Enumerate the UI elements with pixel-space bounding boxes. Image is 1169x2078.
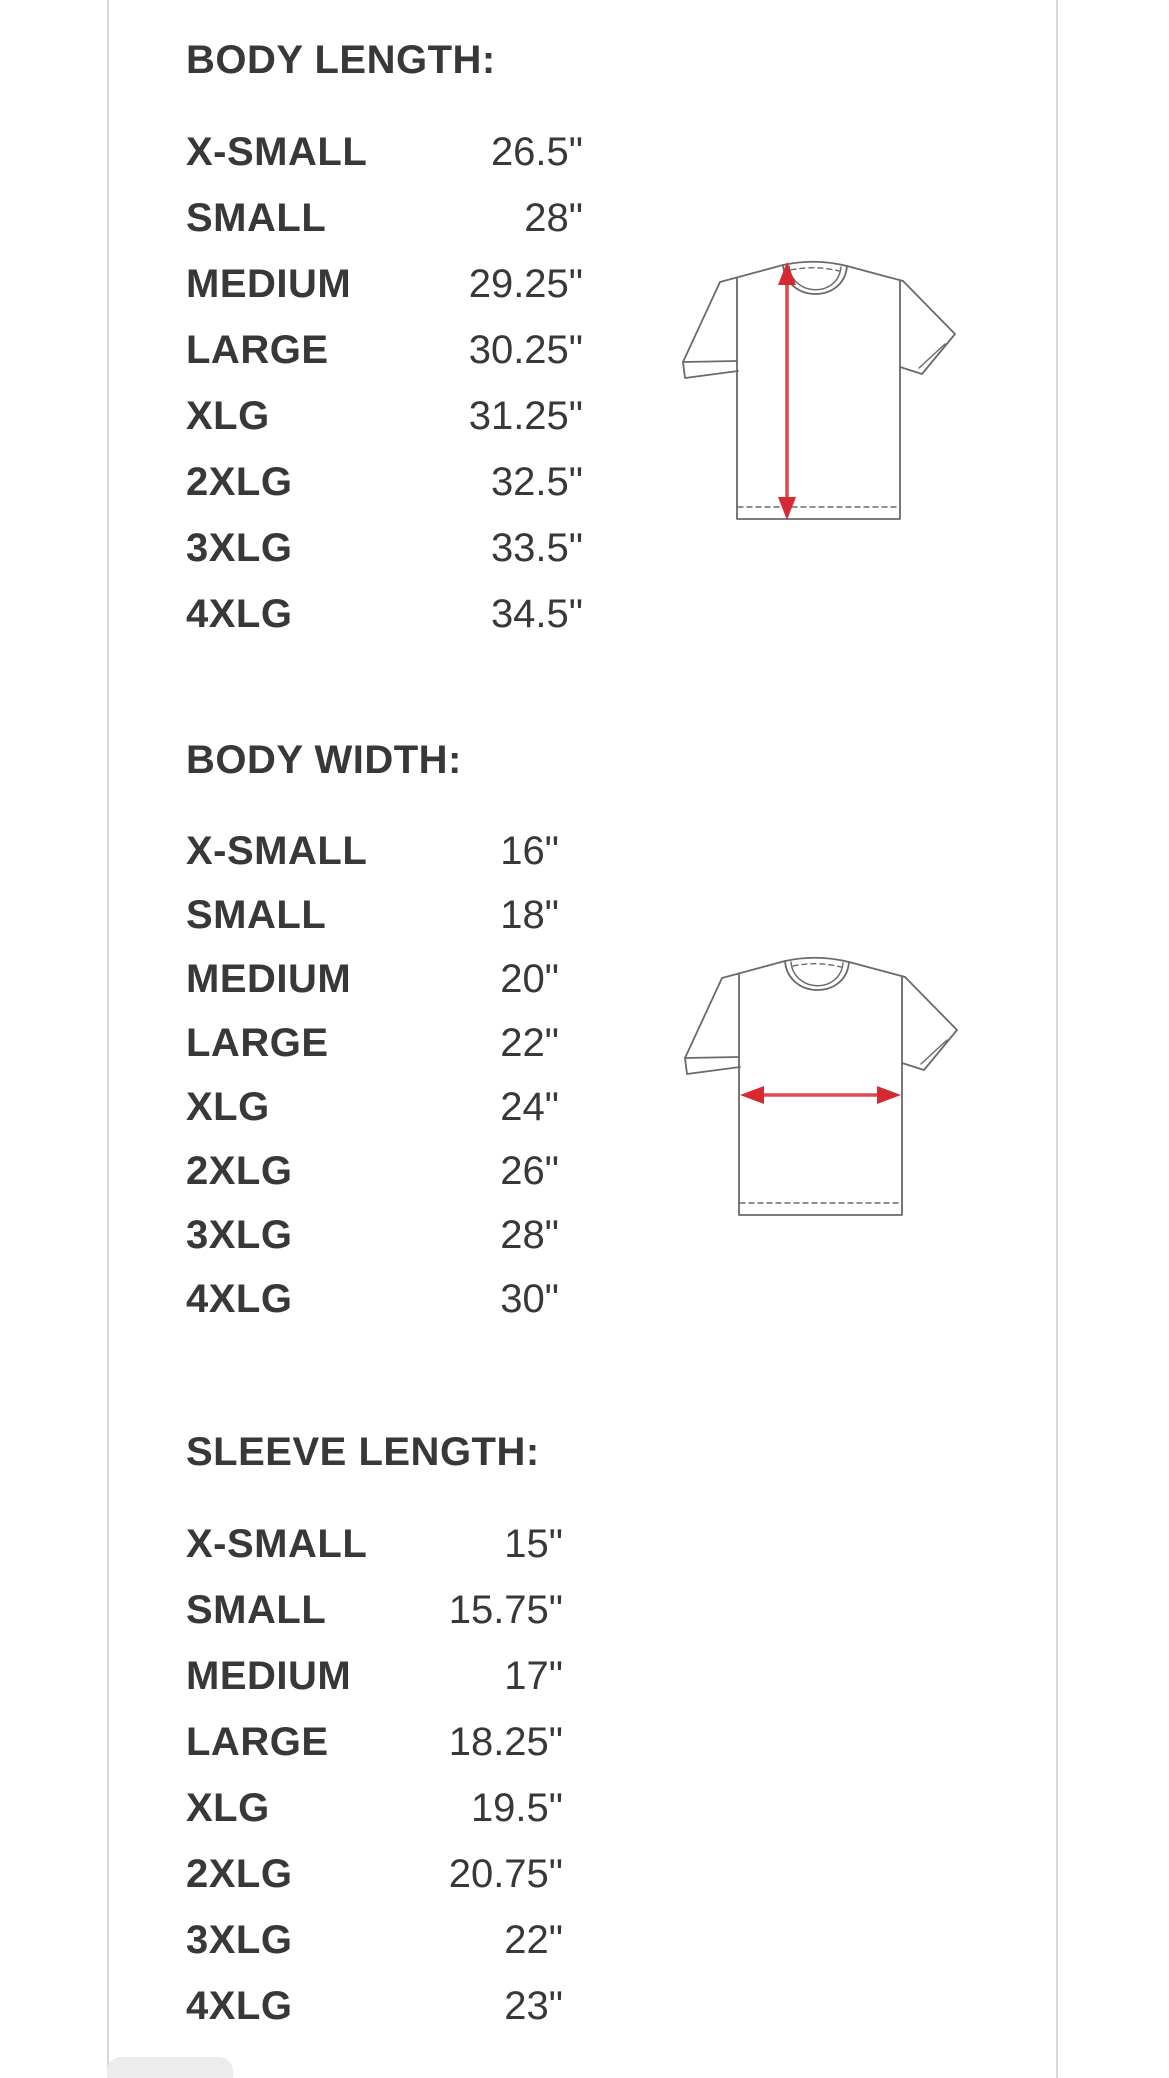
size-value: 22" — [504, 1917, 563, 1962]
size-value: 20" — [500, 956, 559, 1001]
bottom-overlay-corner — [107, 2057, 233, 2078]
size-label: X-SMALL — [186, 1521, 368, 1566]
section-heading: SLEEVE LENGTH: — [186, 1430, 540, 1474]
size-row: 2XLG 20.75" — [186, 1841, 563, 1907]
size-table: X-SMALL 26.5" SMALL 28" MEDIUM 29.25" LARGE 30.… — [186, 119, 583, 647]
content-left-border — [107, 0, 109, 2078]
size-value: 18.25" — [448, 1719, 563, 1764]
section-sleeve-length: SLEEVE LENGTH: X-SMALL 15" SMALL 15.75" MEDI… — [186, 1428, 583, 2039]
size-row: 2XLG 32.5" — [186, 449, 583, 515]
size-value: 20.75" — [448, 1851, 563, 1896]
size-value: 18" — [500, 892, 559, 937]
size-value: 34.5" — [490, 591, 583, 636]
size-row: MEDIUM 29.25" — [186, 251, 583, 317]
size-table: X-SMALL 15" SMALL 15.75" MEDIUM 17" LARGE 18.25… — [186, 1511, 563, 2039]
size-row: 3XLG 22" — [186, 1907, 563, 1973]
size-row: MEDIUM 20" — [186, 947, 559, 1011]
size-value: 22" — [500, 1020, 559, 1065]
size-row: LARGE 22" — [186, 1011, 559, 1075]
size-row: XLG 24" — [186, 1075, 559, 1139]
size-label: 4XLG — [186, 591, 293, 636]
size-label: X-SMALL — [186, 828, 368, 873]
size-row: SMALL 28" — [186, 185, 583, 251]
size-value: 15.75" — [448, 1587, 563, 1632]
size-label: SMALL — [186, 892, 327, 937]
size-label: 4XLG — [186, 1983, 293, 2028]
size-row: 2XLG 26" — [186, 1139, 559, 1203]
size-value: 30" — [500, 1276, 559, 1321]
size-label: LARGE — [186, 1719, 329, 1764]
size-value: 30.25" — [468, 327, 583, 372]
size-chart-content: BODY LENGTH: X-SMALL 26.5" SMALL 28" MEDIUM 2… — [186, 0, 583, 2039]
size-row: X-SMALL 16" — [186, 819, 559, 883]
size-value: 33.5" — [490, 525, 583, 570]
section-heading: BODY LENGTH: — [186, 38, 496, 82]
size-label: X-SMALL — [186, 129, 368, 174]
size-row: LARGE 30.25" — [186, 317, 583, 383]
size-value: 32.5" — [490, 459, 583, 504]
size-row: 4XLG 23" — [186, 1973, 563, 2039]
size-row: SMALL 18" — [186, 883, 559, 947]
size-label: XLG — [186, 393, 270, 438]
size-row: XLG 31.25" — [186, 383, 583, 449]
size-label: 2XLG — [186, 1851, 293, 1896]
size-row: 4XLG 30" — [186, 1267, 559, 1331]
size-label: LARGE — [186, 1020, 329, 1065]
size-value: 19.5" — [470, 1785, 563, 1830]
size-table: X-SMALL 16" SMALL 18" MEDIUM 20" LARGE 22" XLG 24… — [186, 819, 559, 1331]
size-row: SMALL 15.75" — [186, 1577, 563, 1643]
size-value: 26.5" — [490, 129, 583, 174]
size-value: 15" — [504, 1521, 563, 1566]
content-right-border — [1056, 0, 1058, 2078]
size-value: 26" — [500, 1148, 559, 1193]
size-value: 28" — [500, 1212, 559, 1257]
size-value: 24" — [500, 1084, 559, 1129]
size-label: 4XLG — [186, 1276, 293, 1321]
size-row: 3XLG 33.5" — [186, 515, 583, 581]
size-row: 4XLG 34.5" — [186, 581, 583, 647]
size-label: 3XLG — [186, 1212, 293, 1257]
size-label: LARGE — [186, 327, 329, 372]
size-value: 16" — [500, 828, 559, 873]
size-row: MEDIUM 17" — [186, 1643, 563, 1709]
size-value: 23" — [504, 1983, 563, 2028]
size-label: XLG — [186, 1084, 270, 1129]
size-label: MEDIUM — [186, 1653, 352, 1698]
size-value: 29.25" — [468, 261, 583, 306]
section-body-width: BODY WIDTH: X-SMALL 16" SMALL 18" MEDIUM 20" L… — [186, 736, 583, 1331]
vertical-measure-arrow-icon — [778, 262, 796, 520]
size-label: 3XLG — [186, 1917, 293, 1962]
tshirt-width-diagram — [684, 956, 958, 1216]
size-row: 3XLG 28" — [186, 1203, 559, 1267]
section-heading: BODY WIDTH: — [186, 738, 462, 782]
size-label: MEDIUM — [186, 956, 352, 1001]
size-label: XLG — [186, 1785, 270, 1830]
size-label: MEDIUM — [186, 261, 352, 306]
size-label: 3XLG — [186, 525, 293, 570]
size-row: XLG 19.5" — [186, 1775, 563, 1841]
size-label: SMALL — [186, 195, 327, 240]
tshirt-length-diagram — [682, 260, 956, 520]
size-value: 31.25" — [468, 393, 583, 438]
size-value: 28" — [524, 195, 583, 240]
size-row: X-SMALL 15" — [186, 1511, 563, 1577]
size-label: SMALL — [186, 1587, 327, 1632]
section-body-length: BODY LENGTH: X-SMALL 26.5" SMALL 28" MEDIUM 2… — [186, 36, 583, 647]
size-row: X-SMALL 26.5" — [186, 119, 583, 185]
size-label: 2XLG — [186, 1148, 293, 1193]
size-label: 2XLG — [186, 459, 293, 504]
size-value: 17" — [504, 1653, 563, 1698]
size-row: LARGE 18.25" — [186, 1709, 563, 1775]
horizontal-measure-arrow-icon — [740, 1086, 901, 1104]
